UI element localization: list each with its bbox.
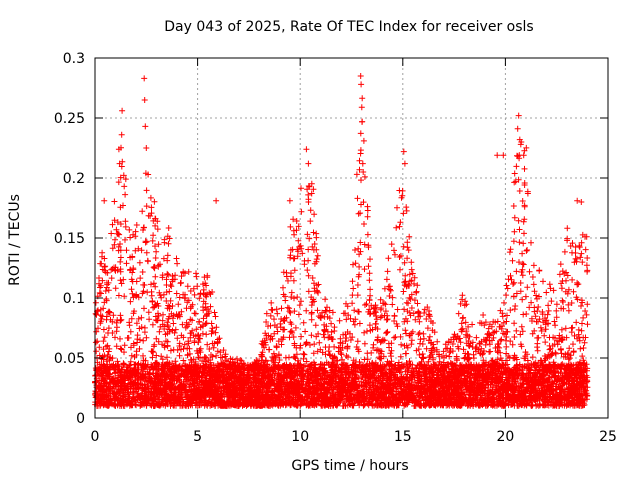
y-tick-label: 0.25 — [54, 111, 85, 127]
x-tick-label: 15 — [394, 429, 412, 445]
y-axis-ticks: 0 0.05 0.1 0.15 0.2 0.25 0.3 — [54, 51, 608, 427]
x-tick-label: 25 — [599, 429, 617, 445]
y-axis-label: ROTI / TECUs — [7, 194, 23, 286]
x-tick-label: 0 — [91, 429, 100, 445]
x-tick-label: 20 — [496, 429, 514, 445]
y-tick-label: 0.1 — [63, 291, 85, 307]
y-tick-label: 0.2 — [63, 171, 85, 187]
data-points — [92, 73, 591, 409]
roti-markers — [92, 73, 591, 409]
chart-title: Day 043 of 2025, Rate Of TEC Index for r… — [164, 19, 533, 35]
y-tick-label: 0.3 — [63, 51, 85, 67]
y-tick-label: 0.15 — [54, 231, 85, 247]
y-tick-label: 0 — [76, 411, 85, 427]
x-axis-ticks: 0 5 10 15 20 25 — [91, 58, 617, 445]
x-tick-label: 5 — [193, 429, 202, 445]
x-tick-label: 10 — [291, 429, 309, 445]
x-axis-label: GPS time / hours — [291, 458, 408, 474]
y-tick-label: 0.05 — [54, 351, 85, 367]
